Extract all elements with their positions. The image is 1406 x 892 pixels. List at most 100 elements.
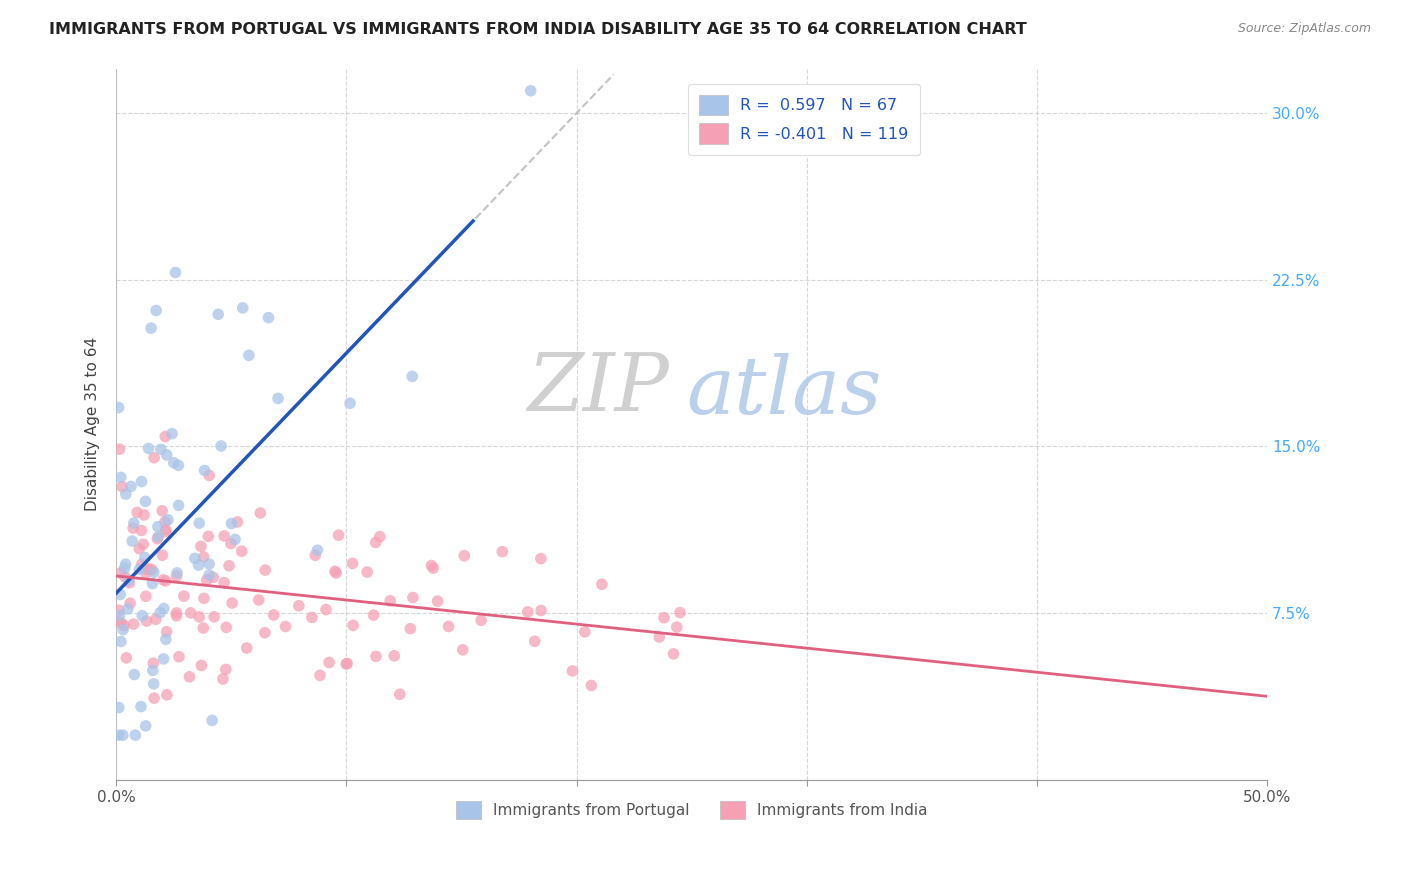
Point (110, 615, 132, 630)
Point (108, 603, 131, 617)
Point (110, 634, 132, 648)
Point (342, 557, 364, 571)
Point (122, 521, 145, 535)
Point (135, 494, 157, 508)
Point (112, 618, 135, 632)
Point (201, 714, 224, 728)
Point (402, 591, 425, 605)
Point (356, 565, 378, 579)
Point (231, 544, 253, 558)
Point (190, 658, 212, 673)
Point (155, 524, 177, 539)
Point (561, 664, 583, 678)
Point (420, 558, 443, 573)
Point (188, 516, 211, 530)
Point (114, 558, 136, 572)
Point (212, 575, 235, 590)
Point (149, 442, 172, 457)
Point (198, 568, 221, 582)
Point (135, 614, 157, 628)
Text: IMMIGRANTS FROM PORTUGAL VS IMMIGRANTS FROM INDIA DISABILITY AGE 35 TO 64 CORREL: IMMIGRANTS FROM PORTUGAL VS IMMIGRANTS F… (49, 22, 1026, 37)
Point (111, 623, 134, 637)
Point (422, 561, 444, 575)
Point (124, 667, 146, 681)
Point (131, 524, 153, 538)
Point (150, 504, 173, 518)
Point (148, 530, 170, 544)
Point (110, 566, 132, 581)
Point (212, 672, 235, 686)
Point (530, 551, 553, 566)
Point (142, 566, 165, 580)
Point (336, 657, 359, 671)
Point (145, 612, 167, 626)
Point (108, 608, 131, 623)
Point (180, 606, 202, 620)
Point (153, 601, 176, 615)
Point (195, 573, 218, 587)
Point (652, 611, 675, 625)
Point (516, 605, 538, 619)
Point (122, 516, 145, 530)
Point (226, 515, 249, 529)
Point (648, 630, 671, 644)
Point (124, 728, 146, 742)
Point (263, 607, 285, 622)
Point (163, 456, 186, 470)
Point (301, 610, 323, 624)
Point (399, 622, 422, 636)
Point (155, 632, 177, 647)
Point (152, 652, 174, 666)
Point (110, 470, 132, 484)
Point (149, 606, 172, 620)
Point (190, 540, 212, 554)
Point (364, 649, 387, 664)
Point (134, 550, 156, 565)
Point (188, 610, 211, 624)
Point (138, 442, 160, 456)
Point (107, 700, 129, 714)
Point (267, 392, 290, 406)
Point (401, 369, 423, 384)
Point (153, 515, 176, 529)
Point (167, 458, 190, 473)
Point (274, 619, 297, 633)
Point (530, 603, 553, 617)
Point (156, 513, 179, 527)
Point (221, 516, 243, 531)
Point (107, 728, 129, 742)
Point (437, 619, 460, 633)
Point (574, 624, 596, 639)
Point (328, 528, 350, 542)
Point (138, 562, 160, 576)
Point (193, 463, 215, 477)
Point (166, 566, 188, 580)
Point (156, 448, 179, 462)
Point (145, 303, 167, 318)
Point (198, 468, 221, 483)
Point (135, 566, 157, 581)
Point (142, 664, 165, 678)
Point (202, 610, 225, 624)
Point (325, 566, 347, 580)
Point (131, 608, 153, 623)
Point (193, 549, 215, 564)
Point (257, 310, 280, 325)
Point (318, 656, 340, 670)
Point (198, 557, 221, 571)
Point (187, 558, 209, 572)
Point (173, 589, 195, 603)
Point (107, 401, 129, 415)
Point (107, 615, 129, 629)
Point (342, 618, 364, 632)
Point (249, 506, 271, 520)
Point (117, 602, 139, 616)
Point (209, 439, 232, 453)
Point (142, 677, 165, 691)
Point (120, 596, 142, 610)
Point (114, 561, 136, 575)
Point (155, 624, 177, 639)
Point (247, 593, 270, 607)
Point (253, 625, 276, 640)
Point (131, 557, 153, 571)
